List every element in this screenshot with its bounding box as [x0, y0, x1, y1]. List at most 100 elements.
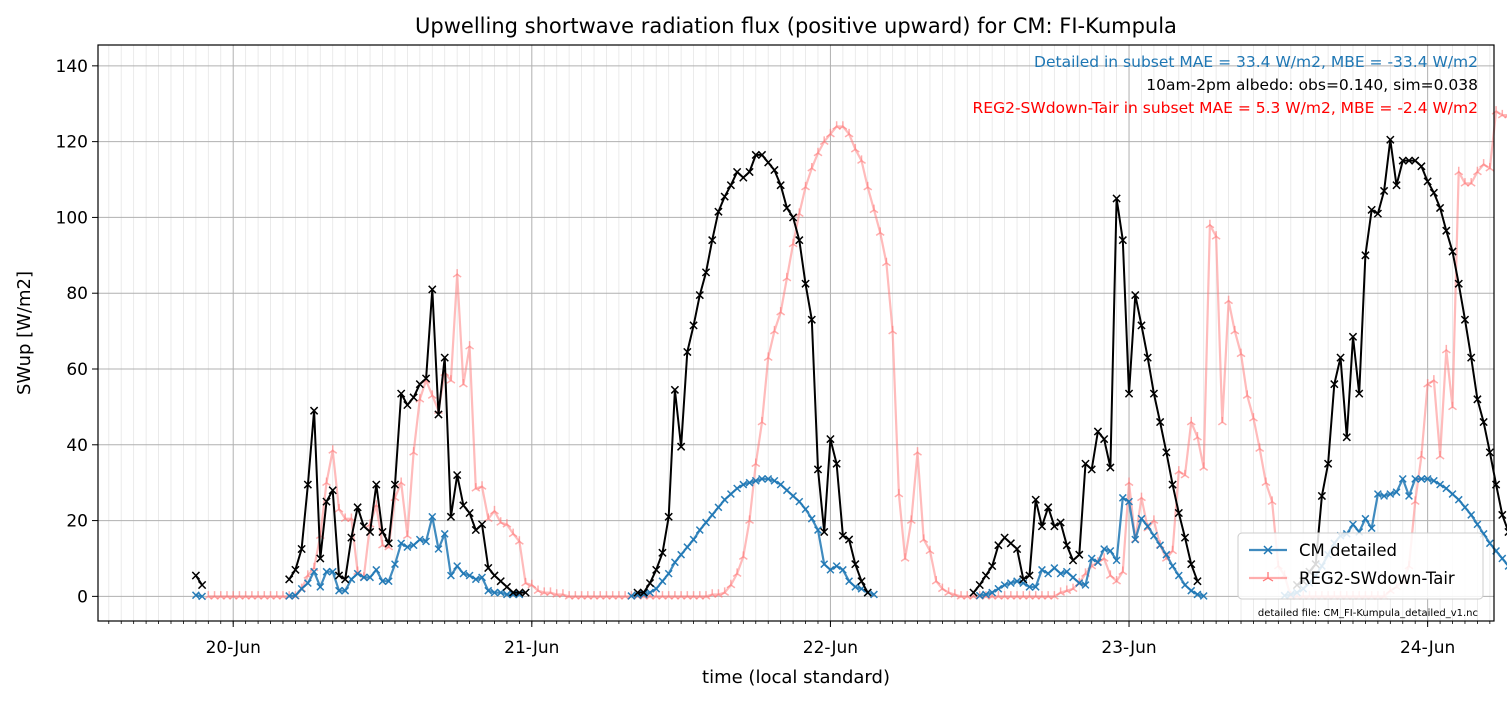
data-point-reg2-swdown-tair	[1242, 390, 1252, 399]
data-point-reg2-swdown-tair	[496, 517, 506, 526]
data-point-cm-detailed	[1087, 554, 1096, 563]
data-point-cm-detailed	[378, 577, 387, 586]
legend-label-cm-detailed: CM detailed	[1299, 541, 1397, 560]
series-line-reg2-simulation-black	[1296, 138, 1507, 586]
data-point-reg2-simulation-black	[1118, 236, 1127, 245]
data-point-cm-detailed	[708, 510, 717, 519]
data-point-cm-detailed	[291, 591, 300, 600]
data-point-reg2-swdown-tair	[863, 181, 873, 191]
legend-entry-cm-detailed: CM detailed	[1249, 541, 1397, 560]
data-point-reg2-swdown-tair	[465, 341, 475, 350]
data-point-reg2-simulation-black	[807, 315, 816, 324]
y-tick-label: 20	[66, 512, 88, 532]
data-point-cm-detailed	[447, 571, 455, 580]
legend-box	[1237, 532, 1484, 600]
plot-frame	[97, 44, 1495, 622]
data-point-cm-detailed	[1168, 562, 1177, 570]
data-point-cm-detailed	[1504, 562, 1507, 570]
data-point-reg2-simulation-black	[1467, 353, 1476, 362]
data-point-reg2-simulation-black	[1423, 177, 1432, 186]
data-point-reg2-swdown-tair	[446, 375, 456, 384]
data-point-reg2-swdown-tair	[396, 477, 406, 487]
data-point-reg2-swdown-tair	[378, 540, 387, 549]
data-point-reg2-swdown-tair	[913, 447, 922, 456]
axis-ticks: 20-Jun 21-Jun 22-Jun 23-Jun 24-Jun 0 20 40 60 80 1…	[56, 57, 1491, 658]
data-point-reg2-swdown-tair	[1049, 591, 1059, 600]
data-point-reg2-swdown-tair	[558, 589, 568, 598]
data-point-reg2-simulation-black	[1454, 279, 1463, 288]
data-point-reg2-simulation-black	[1106, 463, 1115, 472]
data-point-reg2-swdown-tair	[521, 577, 531, 587]
data-point-reg2-swdown-tair	[1056, 587, 1066, 596]
data-point-reg2-swdown-tair	[770, 325, 779, 335]
data-point-reg2-swdown-tair	[1249, 413, 1258, 422]
data-point-cm-detailed	[1093, 558, 1102, 567]
data-point-reg2-simulation-black	[1012, 544, 1022, 554]
data-point-reg2-simulation-black	[1473, 395, 1482, 404]
data-point-cm-detailed	[1062, 567, 1071, 576]
data-point-reg2-simulation-black	[421, 374, 431, 383]
data-point-reg2-swdown-tair	[502, 519, 512, 528]
data-point-reg2-simulation-black	[1124, 389, 1134, 398]
data-point-cm-detailed	[739, 480, 748, 489]
data-point-reg2-swdown-tair	[738, 551, 748, 560]
data-point-reg2-simulation-black	[1504, 527, 1507, 537]
data-point-reg2-swdown-tair	[514, 536, 524, 545]
data-point-reg2-swdown-tair	[1124, 477, 1134, 487]
data-point-reg2-swdown-tair	[1099, 553, 1109, 562]
data-point-cm-detailed	[303, 579, 312, 588]
data-point-cm-detailed	[807, 514, 816, 523]
data-point-reg2-swdown-tair	[807, 162, 817, 172]
data-point-reg2-swdown-tair	[1118, 566, 1128, 576]
data-point-reg2-swdown-tair	[1429, 375, 1439, 384]
data-point-cm-detailed	[1485, 539, 1494, 548]
data-point-cm-detailed	[726, 490, 735, 498]
data-point-cm-detailed	[1411, 474, 1420, 483]
series-reg2-simulation-black	[191, 135, 1507, 597]
data-point-cm-detailed	[627, 592, 636, 600]
data-point-cm-detailed	[1498, 554, 1507, 563]
data-point-reg2-simulation-black	[1386, 135, 1395, 144]
data-point-reg2-swdown-tair	[1062, 585, 1072, 595]
data-point-cm-detailed	[428, 512, 437, 521]
data-point-cm-detailed	[664, 569, 673, 578]
data-point-reg2-swdown-tair	[490, 505, 499, 515]
data-point-reg2-simulation-black	[1137, 321, 1146, 330]
data-point-cm-detailed	[1454, 495, 1463, 504]
data-point-cm-detailed	[1000, 581, 1009, 589]
data-point-reg2-simulation-black	[484, 563, 493, 573]
data-point-cm-detailed	[198, 592, 207, 601]
data-point-reg2-swdown-tair	[844, 128, 854, 138]
legend-label-reg2: REG2-SWdown-Tair	[1299, 569, 1455, 588]
data-point-cm-detailed	[975, 591, 984, 600]
data-point-reg2-simulation-black	[745, 167, 754, 177]
data-point-reg2-simulation-black	[341, 575, 350, 584]
data-point-reg2-simulation-black	[1342, 433, 1351, 442]
data-point-reg2-swdown-tair	[1205, 219, 1215, 229]
data-point-cm-detailed	[695, 526, 704, 534]
data-point-cm-detailed	[1187, 586, 1196, 595]
data-point-reg2-simulation-black	[701, 268, 711, 277]
data-point-cm-detailed	[1143, 522, 1152, 531]
data-point-reg2-swdown-tair	[427, 390, 437, 399]
data-point-cm-detailed	[658, 577, 667, 586]
data-point-reg2-simulation-black	[1498, 510, 1507, 520]
data-point-cm-detailed	[1349, 520, 1357, 529]
data-point-cm-detailed	[714, 503, 723, 512]
data-point-reg2-simulation-black	[664, 512, 673, 521]
data-point-cm-detailed	[1038, 565, 1046, 574]
data-point-reg2-swdown-tair	[1255, 443, 1265, 452]
data-point-cm-detailed	[1361, 514, 1370, 523]
y-tick-label: 60	[66, 360, 88, 380]
data-point-reg2-simulation-black	[969, 588, 978, 597]
data-point-reg2-simulation-black	[285, 575, 294, 584]
data-point-cm-detailed	[366, 573, 374, 582]
data-point-reg2-simulation-black	[1087, 465, 1096, 474]
data-point-reg2-swdown-tair	[458, 378, 468, 388]
data-point-cm-detailed	[502, 590, 511, 599]
data-point-reg2-swdown-tair	[720, 587, 730, 596]
data-point-cm-detailed	[297, 584, 306, 593]
x-axis-label: time (local standard)	[702, 667, 890, 688]
data-point-reg2-simulation-black	[1193, 577, 1202, 586]
